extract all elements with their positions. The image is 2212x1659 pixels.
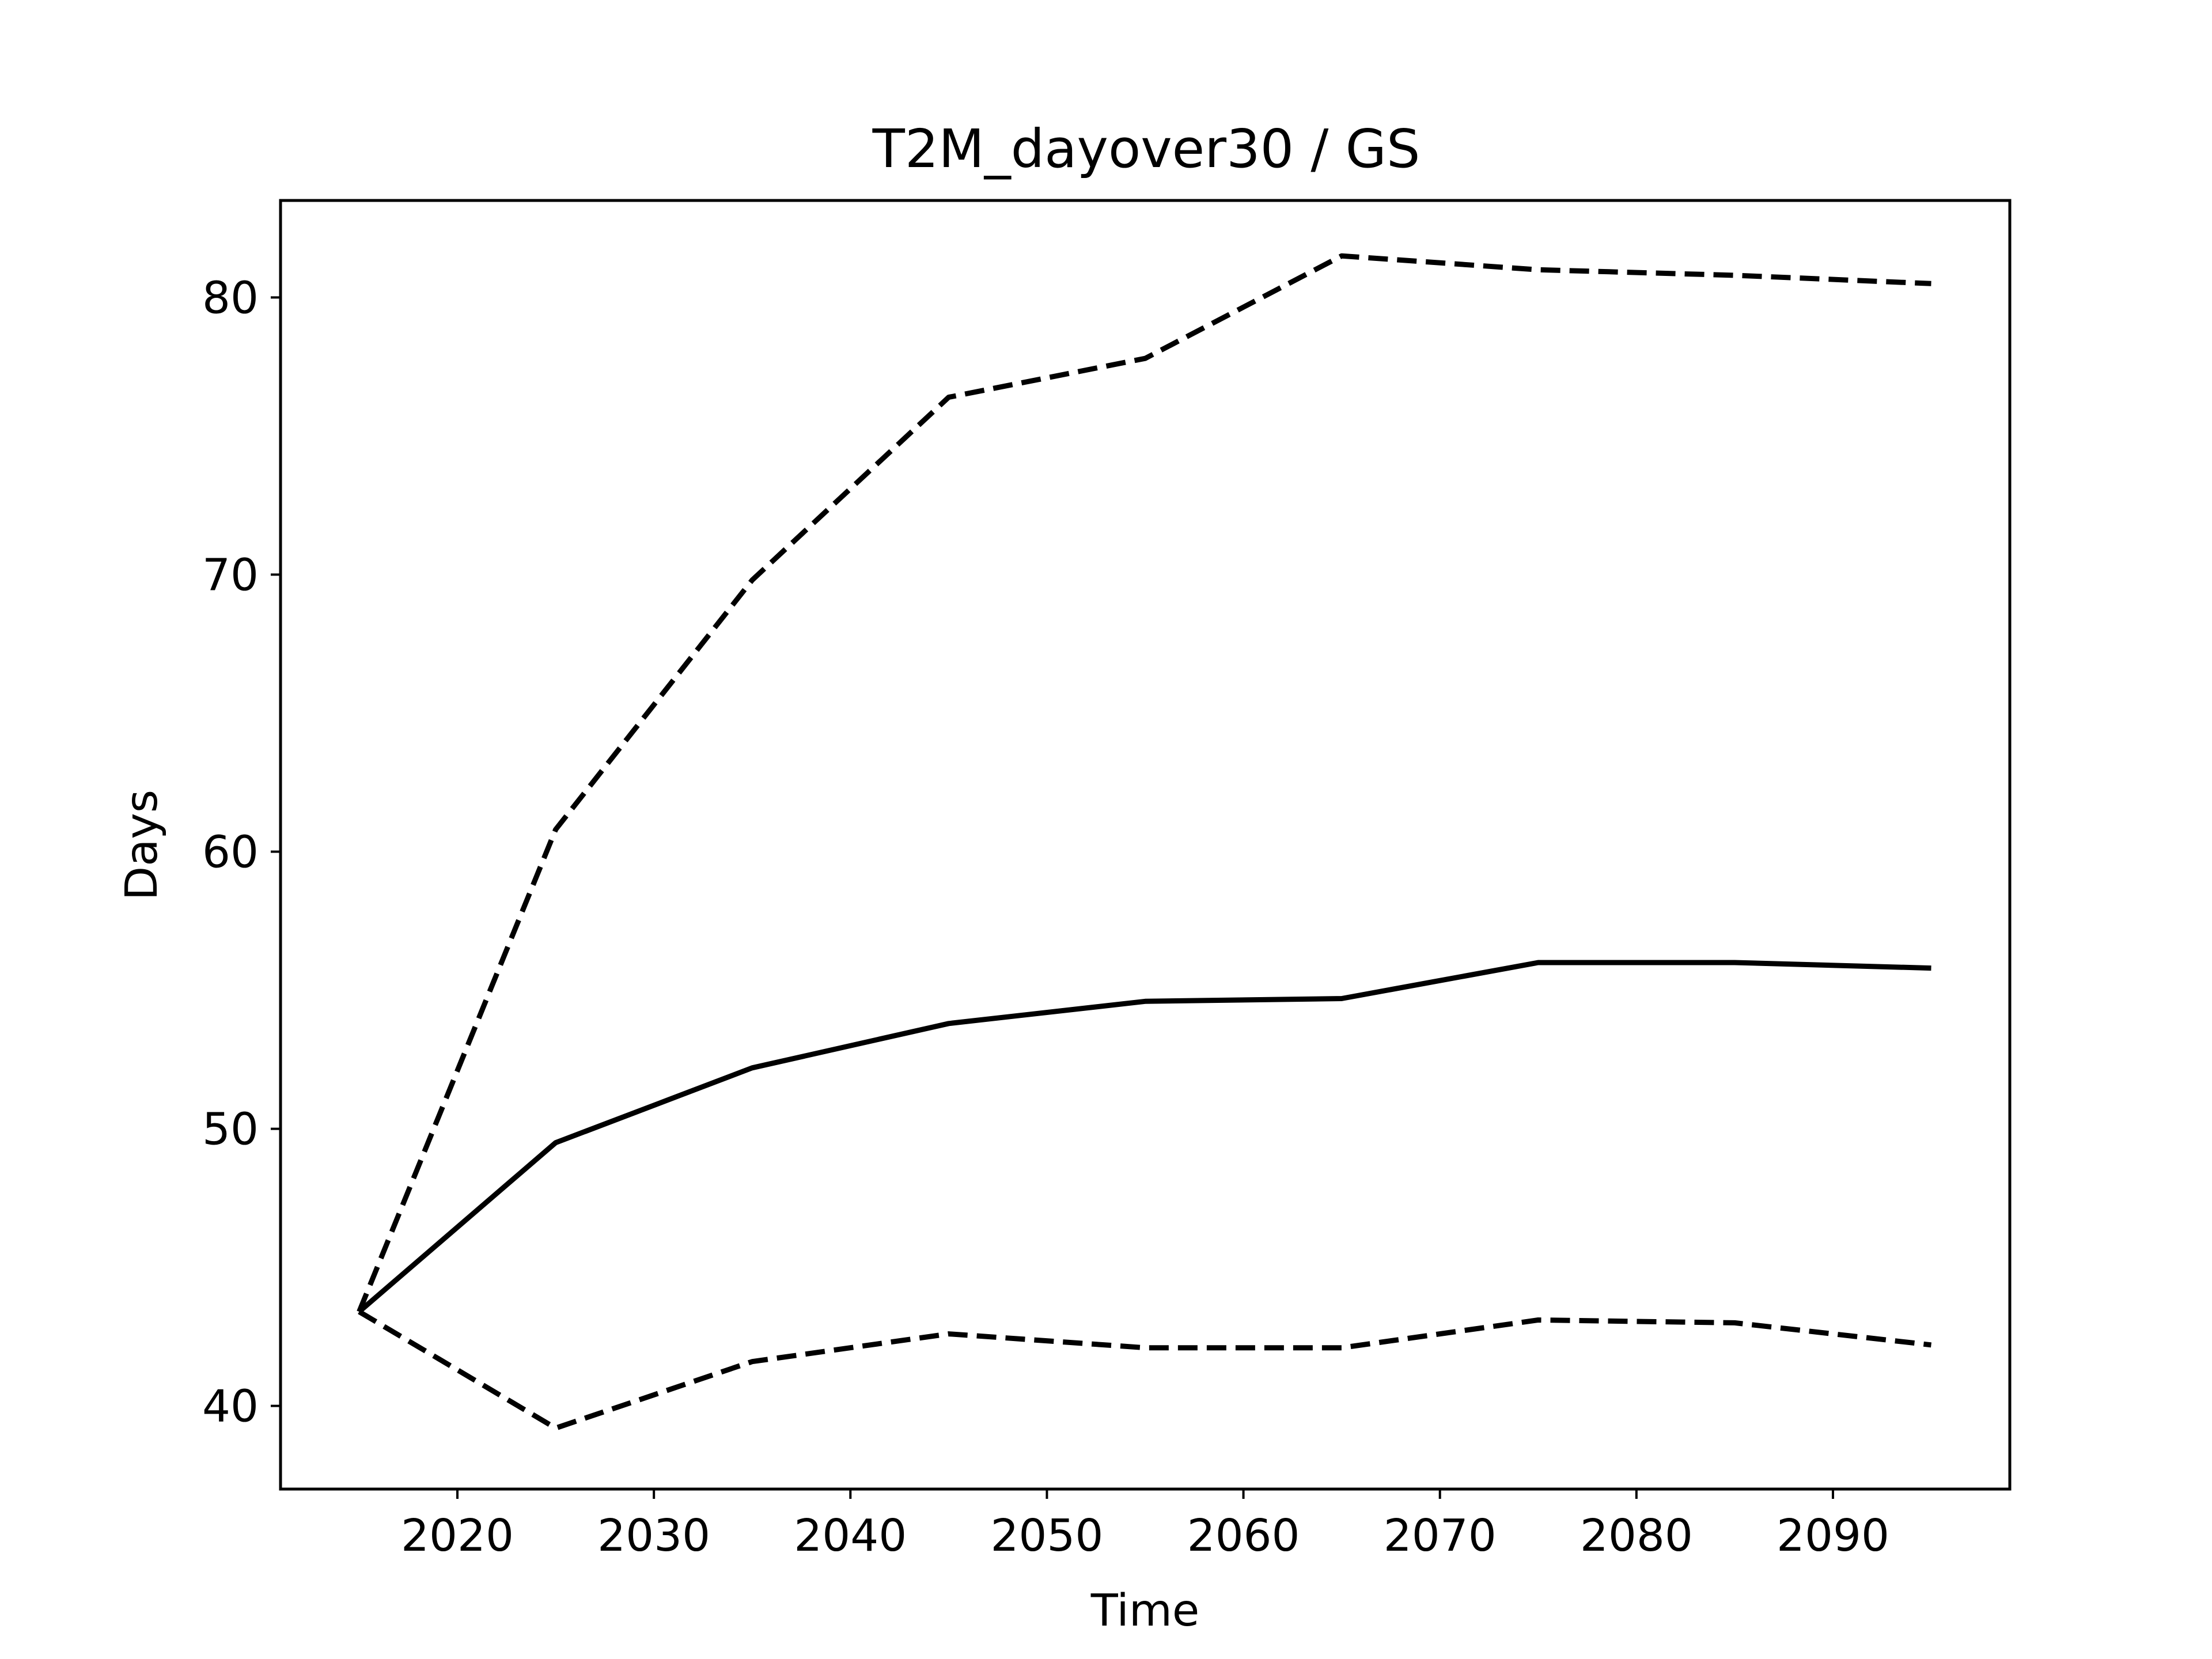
x-tick-label: 2070 [1384, 1510, 1497, 1562]
y-tick-label: 80 [202, 272, 259, 324]
x-tick-label: 2020 [401, 1510, 514, 1562]
y-tick-label: 50 [202, 1104, 259, 1156]
x-tick-label: 2040 [794, 1510, 907, 1562]
x-tick-label: 2080 [1580, 1510, 1693, 1562]
x-tick-label: 2050 [990, 1510, 1103, 1562]
y-tick-label: 60 [202, 827, 259, 878]
chart-title: T2M_dayover30 / GS [872, 118, 1421, 180]
x-tick-label: 2060 [1187, 1510, 1300, 1562]
y-tick-label: 40 [202, 1381, 259, 1433]
y-axis-label: Days [116, 790, 168, 900]
series-line-2 [358, 1309, 1932, 1431]
plot-area [357, 253, 1932, 1431]
x-tick-label: 2090 [1777, 1510, 1889, 1562]
series-line-0 [357, 253, 1931, 1313]
x-axis-label: Time [1090, 1585, 1199, 1637]
series-line-1 [357, 960, 1931, 1314]
y-tick-label: 70 [202, 550, 259, 601]
x-tick-label: 2030 [597, 1510, 710, 1562]
y-axis: 40 50 60 70 80 [202, 272, 281, 1433]
x-axis: 2020 2030 2040 2050 2060 2070 2080 2090 [401, 1489, 1889, 1562]
axes-frame [279, 199, 2012, 1491]
